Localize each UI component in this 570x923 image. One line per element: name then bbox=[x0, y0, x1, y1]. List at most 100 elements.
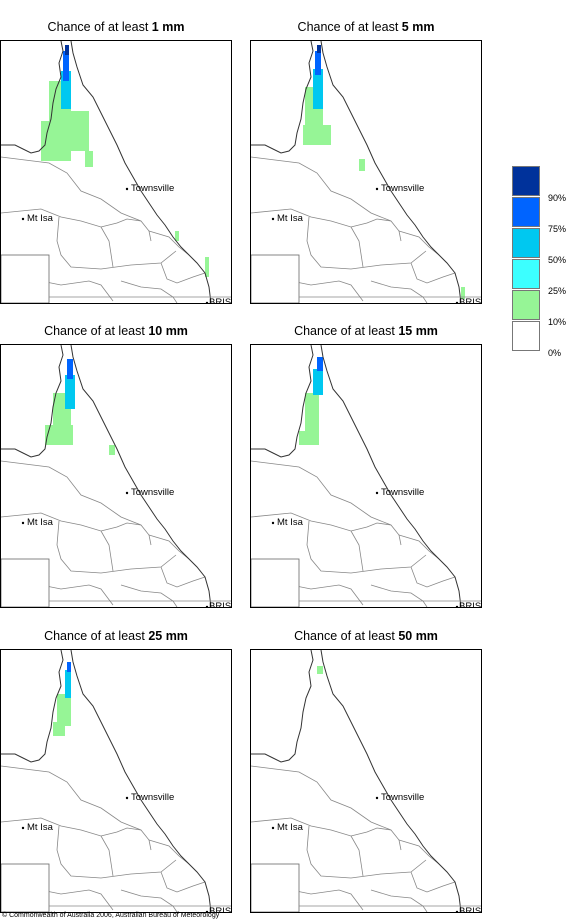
legend-label: 75% bbox=[548, 224, 567, 234]
district-border bbox=[148, 839, 190, 865]
district-border bbox=[56, 520, 177, 574]
district-border bbox=[56, 216, 177, 270]
map-svg bbox=[1, 345, 231, 607]
probability-area bbox=[67, 662, 71, 672]
copyright-notice: © Commonwealth of Australia 2006, Austra… bbox=[2, 912, 220, 919]
district-border bbox=[398, 534, 440, 560]
probability-area bbox=[57, 694, 71, 726]
district-border bbox=[148, 230, 190, 256]
panel-title: Chance of at least 10 mm bbox=[44, 324, 188, 338]
coastline bbox=[320, 650, 462, 912]
district-border bbox=[120, 889, 178, 912]
town-marker bbox=[271, 217, 275, 221]
district-border bbox=[56, 825, 177, 879]
map-svg bbox=[251, 41, 481, 303]
town-label-brisbane: BRIS bbox=[459, 906, 482, 913]
legend-label: 90% bbox=[548, 193, 567, 203]
town-marker bbox=[375, 796, 379, 800]
inset-box bbox=[251, 254, 300, 303]
panel-title: Chance of at least 5 mm bbox=[297, 20, 435, 34]
district-border bbox=[120, 584, 178, 607]
legend-label: 50% bbox=[548, 255, 567, 265]
coastline bbox=[320, 345, 462, 607]
district-border bbox=[120, 280, 178, 303]
coastline bbox=[70, 41, 212, 303]
district-border bbox=[370, 889, 428, 912]
coastline bbox=[251, 345, 314, 458]
probability-area bbox=[205, 257, 209, 277]
district-border bbox=[370, 584, 428, 607]
district-border bbox=[251, 208, 392, 228]
probability-area bbox=[313, 69, 323, 109]
probability-area bbox=[175, 231, 179, 241]
district-border bbox=[350, 530, 364, 572]
town-label-brisbane: BRIS bbox=[459, 297, 482, 304]
district-border bbox=[306, 520, 427, 574]
district-border bbox=[1, 460, 152, 546]
district-border bbox=[350, 226, 364, 268]
probability-area bbox=[45, 425, 73, 445]
panel-title: Chance of at least 15 mm bbox=[294, 324, 438, 338]
legend-swatch-10-25 bbox=[512, 290, 540, 320]
coastline bbox=[1, 41, 64, 154]
district-border bbox=[1, 765, 152, 851]
map-svg bbox=[1, 41, 231, 303]
town-label-townsville: Townsville bbox=[131, 487, 175, 498]
town-marker bbox=[21, 217, 25, 221]
inset-box bbox=[251, 558, 300, 607]
probability-area bbox=[317, 666, 323, 674]
rainfall-map: Townsville Mt Isa BRIS bbox=[250, 40, 482, 304]
town-label-mt-isa: Mt Isa bbox=[27, 517, 53, 528]
town-marker bbox=[125, 491, 129, 495]
town-marker bbox=[455, 910, 459, 912]
probability-area bbox=[359, 159, 365, 171]
town-label-townsville: Townsville bbox=[131, 792, 175, 803]
coastline bbox=[1, 650, 64, 763]
town-marker bbox=[271, 826, 275, 830]
probability-area bbox=[317, 357, 323, 371]
legend-swatch-90-100 bbox=[512, 166, 540, 196]
district-border bbox=[410, 262, 456, 284]
district-border bbox=[1, 208, 142, 228]
probability-area bbox=[317, 45, 321, 53]
probability-area bbox=[53, 722, 65, 736]
town-marker bbox=[205, 910, 209, 912]
district-border bbox=[1, 156, 152, 242]
district-border bbox=[100, 835, 114, 877]
coastline bbox=[251, 650, 314, 763]
district-border bbox=[251, 765, 402, 851]
district-border bbox=[251, 817, 392, 837]
district-border bbox=[410, 871, 456, 893]
panel-title: Chance of at least 50 mm bbox=[294, 629, 438, 643]
legend-swatch-0-10 bbox=[512, 321, 540, 351]
probability-legend: 90% 75% 50% 25% 10% 0% bbox=[512, 166, 570, 358]
district-border bbox=[100, 226, 114, 268]
district-border bbox=[251, 460, 402, 546]
district-border bbox=[148, 534, 190, 560]
legend-swatch-75-90 bbox=[512, 197, 540, 227]
district-border bbox=[306, 216, 427, 270]
town-label-townsville: Townsville bbox=[381, 792, 425, 803]
district-border bbox=[251, 512, 392, 532]
probability-area bbox=[461, 287, 465, 299]
district-border bbox=[1, 512, 142, 532]
probability-area bbox=[299, 431, 319, 445]
legend-swatch-25-50 bbox=[512, 259, 540, 289]
district-border bbox=[160, 566, 206, 588]
inset-box bbox=[1, 863, 50, 912]
map-svg bbox=[251, 345, 481, 607]
coastline bbox=[320, 41, 462, 303]
town-label-townsville: Townsville bbox=[381, 183, 425, 194]
town-label-brisbane: BRIS bbox=[209, 601, 232, 608]
coastline bbox=[70, 345, 212, 607]
legend-label: 10% bbox=[548, 317, 567, 327]
district-border bbox=[410, 566, 456, 588]
town-marker bbox=[455, 301, 459, 303]
district-border bbox=[1, 817, 142, 837]
district-border bbox=[251, 156, 402, 242]
legend-swatch-50-75 bbox=[512, 228, 540, 258]
town-marker bbox=[375, 491, 379, 495]
probability-area bbox=[67, 359, 73, 379]
town-label-mt-isa: Mt Isa bbox=[277, 517, 303, 528]
legend-label: 0% bbox=[548, 348, 562, 358]
